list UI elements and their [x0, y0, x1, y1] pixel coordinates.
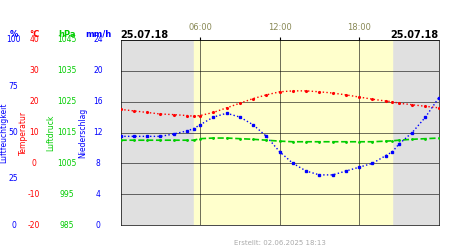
- Text: Luftdruck: Luftdruck: [46, 114, 55, 151]
- Text: 1035: 1035: [57, 66, 76, 75]
- Text: 0: 0: [11, 220, 16, 230]
- Text: -20: -20: [28, 220, 40, 230]
- Text: 8: 8: [96, 159, 100, 168]
- Text: 75: 75: [9, 82, 18, 91]
- Text: Niederschlag: Niederschlag: [78, 108, 87, 158]
- Text: mm/h: mm/h: [85, 30, 111, 39]
- Text: °C: °C: [29, 30, 40, 39]
- Text: 1015: 1015: [57, 128, 76, 137]
- Text: 100: 100: [6, 36, 21, 44]
- Text: 12: 12: [93, 128, 103, 137]
- Text: 20: 20: [29, 97, 39, 106]
- Text: hPa: hPa: [58, 30, 75, 39]
- Text: 985: 985: [59, 220, 74, 230]
- Text: 10: 10: [29, 128, 39, 137]
- Bar: [194, 40, 392, 225]
- Text: -10: -10: [28, 190, 40, 199]
- Text: Luftfeuchtigkeit: Luftfeuchtigkeit: [0, 102, 8, 163]
- Text: 1025: 1025: [57, 97, 76, 106]
- Text: %: %: [9, 30, 18, 39]
- Text: 40: 40: [29, 36, 39, 44]
- Text: 24: 24: [93, 36, 103, 44]
- Text: 20: 20: [93, 66, 103, 75]
- Text: Temperatur: Temperatur: [19, 110, 28, 154]
- Text: 50: 50: [9, 128, 18, 137]
- Text: 1045: 1045: [57, 36, 76, 44]
- Text: 0: 0: [96, 220, 100, 230]
- Text: 995: 995: [59, 190, 74, 199]
- Text: 1005: 1005: [57, 159, 76, 168]
- Text: 0: 0: [32, 159, 36, 168]
- Text: 25: 25: [9, 174, 18, 183]
- Text: 4: 4: [96, 190, 100, 199]
- Text: 30: 30: [29, 66, 39, 75]
- Text: Erstellt: 02.06.2025 18:13: Erstellt: 02.06.2025 18:13: [234, 240, 326, 246]
- Text: 25.07.18: 25.07.18: [121, 30, 169, 40]
- Text: 25.07.18: 25.07.18: [391, 30, 439, 40]
- Text: 16: 16: [93, 97, 103, 106]
